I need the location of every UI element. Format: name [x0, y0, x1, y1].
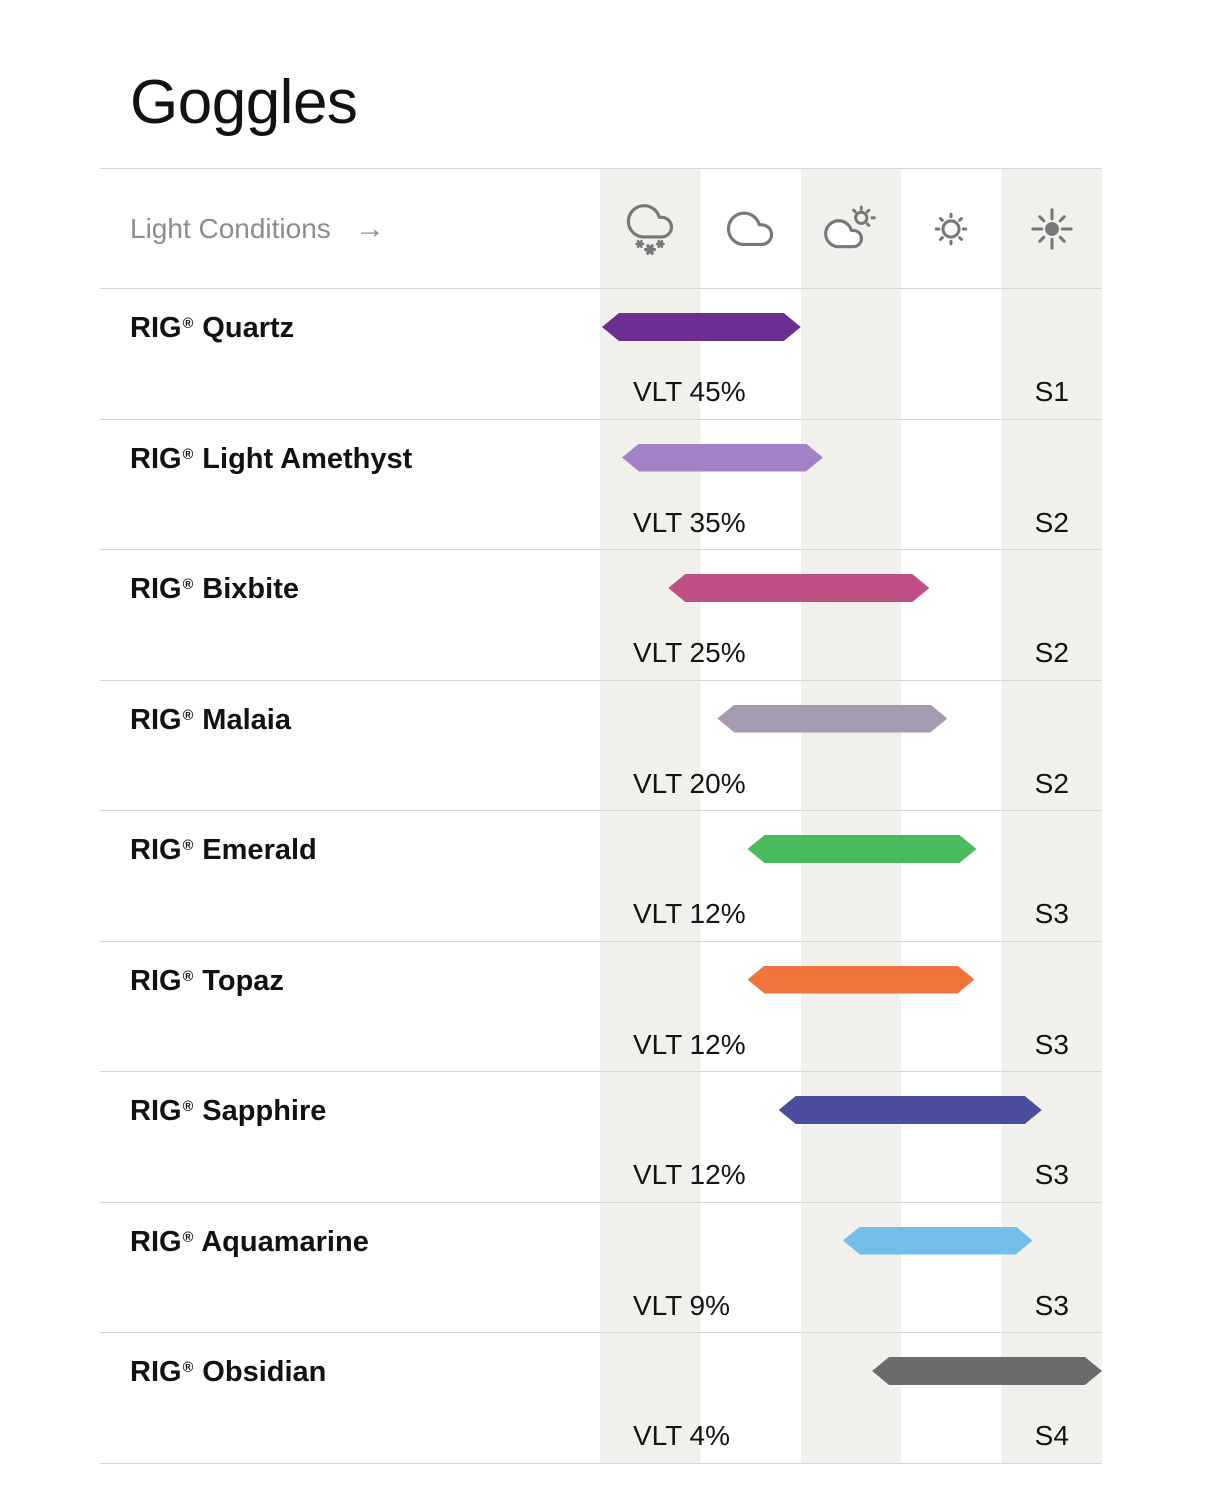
- goggle-name: RIG® Malaia: [130, 703, 291, 736]
- vlt-value: VLT 4%: [633, 1420, 731, 1451]
- goggle-row: RIG® Obsidian VLT 4% S4: [100, 1333, 1102, 1464]
- goggle-row: RIG® Topaz VLT 12% S3: [100, 942, 1102, 1072]
- light-condition-cell-4: [901, 169, 1001, 288]
- s-rating: S4: [1034, 1420, 1069, 1451]
- s-rating: S3: [1034, 1028, 1069, 1060]
- light-range-area: VLT 12% S3: [600, 1072, 1102, 1202]
- registered-trademark-icon: ®: [182, 838, 194, 855]
- light-range-bar: [748, 966, 975, 994]
- vlt-value: VLT 25%: [633, 637, 746, 668]
- vlt-value: VLT 12%: [633, 898, 746, 929]
- registered-trademark-icon: ®: [182, 707, 194, 724]
- light-range-area: VLT 35% S2: [600, 420, 1102, 550]
- table-header: Light Conditions →: [100, 169, 1102, 289]
- registered-trademark-icon: ®: [182, 446, 194, 463]
- vlt-value: VLT 20%: [633, 767, 746, 799]
- sun-icon: [935, 212, 968, 245]
- goggles-comparison-table: Light Conditions → RIG® Quartz VLT 45% S1 R…: [100, 168, 1102, 1464]
- goggle-name: RIG® Bixbite: [130, 573, 299, 605]
- registered-trademark-icon: ®: [182, 1099, 194, 1116]
- goggle-name: RIG® Topaz: [130, 964, 284, 997]
- s-rating: S2: [1034, 637, 1069, 668]
- s-rating: S2: [1034, 506, 1069, 538]
- goggle-row: RIG® Aquamarine VLT 9% S3: [100, 1203, 1102, 1333]
- light-conditions-label: Light Conditions: [130, 212, 331, 244]
- light-range-bar: [779, 1096, 1042, 1124]
- light-range-bar: [602, 313, 801, 341]
- light-range-bar: [872, 1357, 1102, 1385]
- light-condition-icons-row: [600, 169, 1102, 288]
- light-condition-cell-5: [1002, 169, 1102, 288]
- goggle-row: RIG® Light Amethyst VLT 35% S2: [100, 420, 1102, 550]
- vlt-value: VLT 9%: [633, 1289, 731, 1321]
- light-range-area: VLT 4% S4: [600, 1333, 1102, 1463]
- light-range-area: VLT 12% S3: [600, 942, 1102, 1072]
- light-range-bar: [843, 1227, 1033, 1255]
- s-rating: S3: [1034, 1289, 1069, 1321]
- vlt-value: VLT 45%: [633, 376, 746, 407]
- light-condition-cell-1: [600, 169, 700, 288]
- header-label-cell: Light Conditions →: [100, 169, 600, 288]
- light-range-area: VLT 45% S1: [600, 289, 1102, 419]
- goggle-row: RIG® Quartz VLT 45% S1: [100, 289, 1102, 420]
- vlt-value: VLT 12%: [633, 1028, 746, 1060]
- bright-sun-icon: [1031, 207, 1073, 250]
- light-range-area: VLT 20% S2: [600, 681, 1102, 811]
- light-range-bar: [748, 835, 977, 863]
- snow-cloud-icon: [627, 203, 674, 255]
- goggle-name: RIG® Aquamarine: [130, 1225, 369, 1258]
- goggle-row: RIG® Sapphire VLT 12% S3: [100, 1072, 1102, 1203]
- s-rating: S3: [1034, 898, 1069, 929]
- cloud-icon: [726, 211, 773, 246]
- light-condition-cell-3: [801, 169, 901, 288]
- s-rating: S3: [1034, 1159, 1069, 1190]
- registered-trademark-icon: ®: [182, 1229, 194, 1246]
- light-range-bar: [668, 574, 929, 602]
- light-range-area: VLT 25% S2: [600, 550, 1102, 680]
- registered-trademark-icon: ®: [182, 316, 194, 333]
- right-arrow-icon: →: [354, 211, 385, 245]
- light-range-area: VLT 12% S3: [600, 811, 1102, 941]
- goggle-name: RIG® Light Amethyst: [130, 442, 413, 475]
- page-title: Goggles: [130, 68, 358, 137]
- goggle-name: RIG® Obsidian: [130, 1356, 327, 1388]
- light-condition-cell-2: [700, 169, 800, 288]
- s-rating: S1: [1034, 376, 1069, 407]
- goggle-name: RIG® Sapphire: [130, 1095, 327, 1127]
- registered-trademark-icon: ®: [182, 577, 194, 594]
- vlt-value: VLT 35%: [633, 506, 746, 538]
- registered-trademark-icon: ®: [182, 968, 194, 985]
- goggle-name: RIG® Emerald: [130, 834, 317, 866]
- registered-trademark-icon: ®: [182, 1360, 194, 1377]
- vlt-value: VLT 12%: [633, 1159, 746, 1190]
- goggle-rows: RIG® Quartz VLT 45% S1 RIG® Light Amethyst V…: [100, 289, 1102, 1464]
- sun-behind-cloud-icon: [824, 205, 876, 248]
- light-range-bar: [717, 705, 947, 733]
- goggle-row: RIG® Bixbite VLT 25% S2: [100, 550, 1102, 681]
- goggle-row: RIG® Emerald VLT 12% S3: [100, 811, 1102, 942]
- light-range-bar: [622, 444, 823, 472]
- light-range-area: VLT 9% S3: [600, 1203, 1102, 1333]
- goggle-name: RIG® Quartz: [130, 312, 295, 344]
- goggle-row: RIG® Malaia VLT 20% S2: [100, 681, 1102, 811]
- s-rating: S2: [1034, 767, 1069, 799]
